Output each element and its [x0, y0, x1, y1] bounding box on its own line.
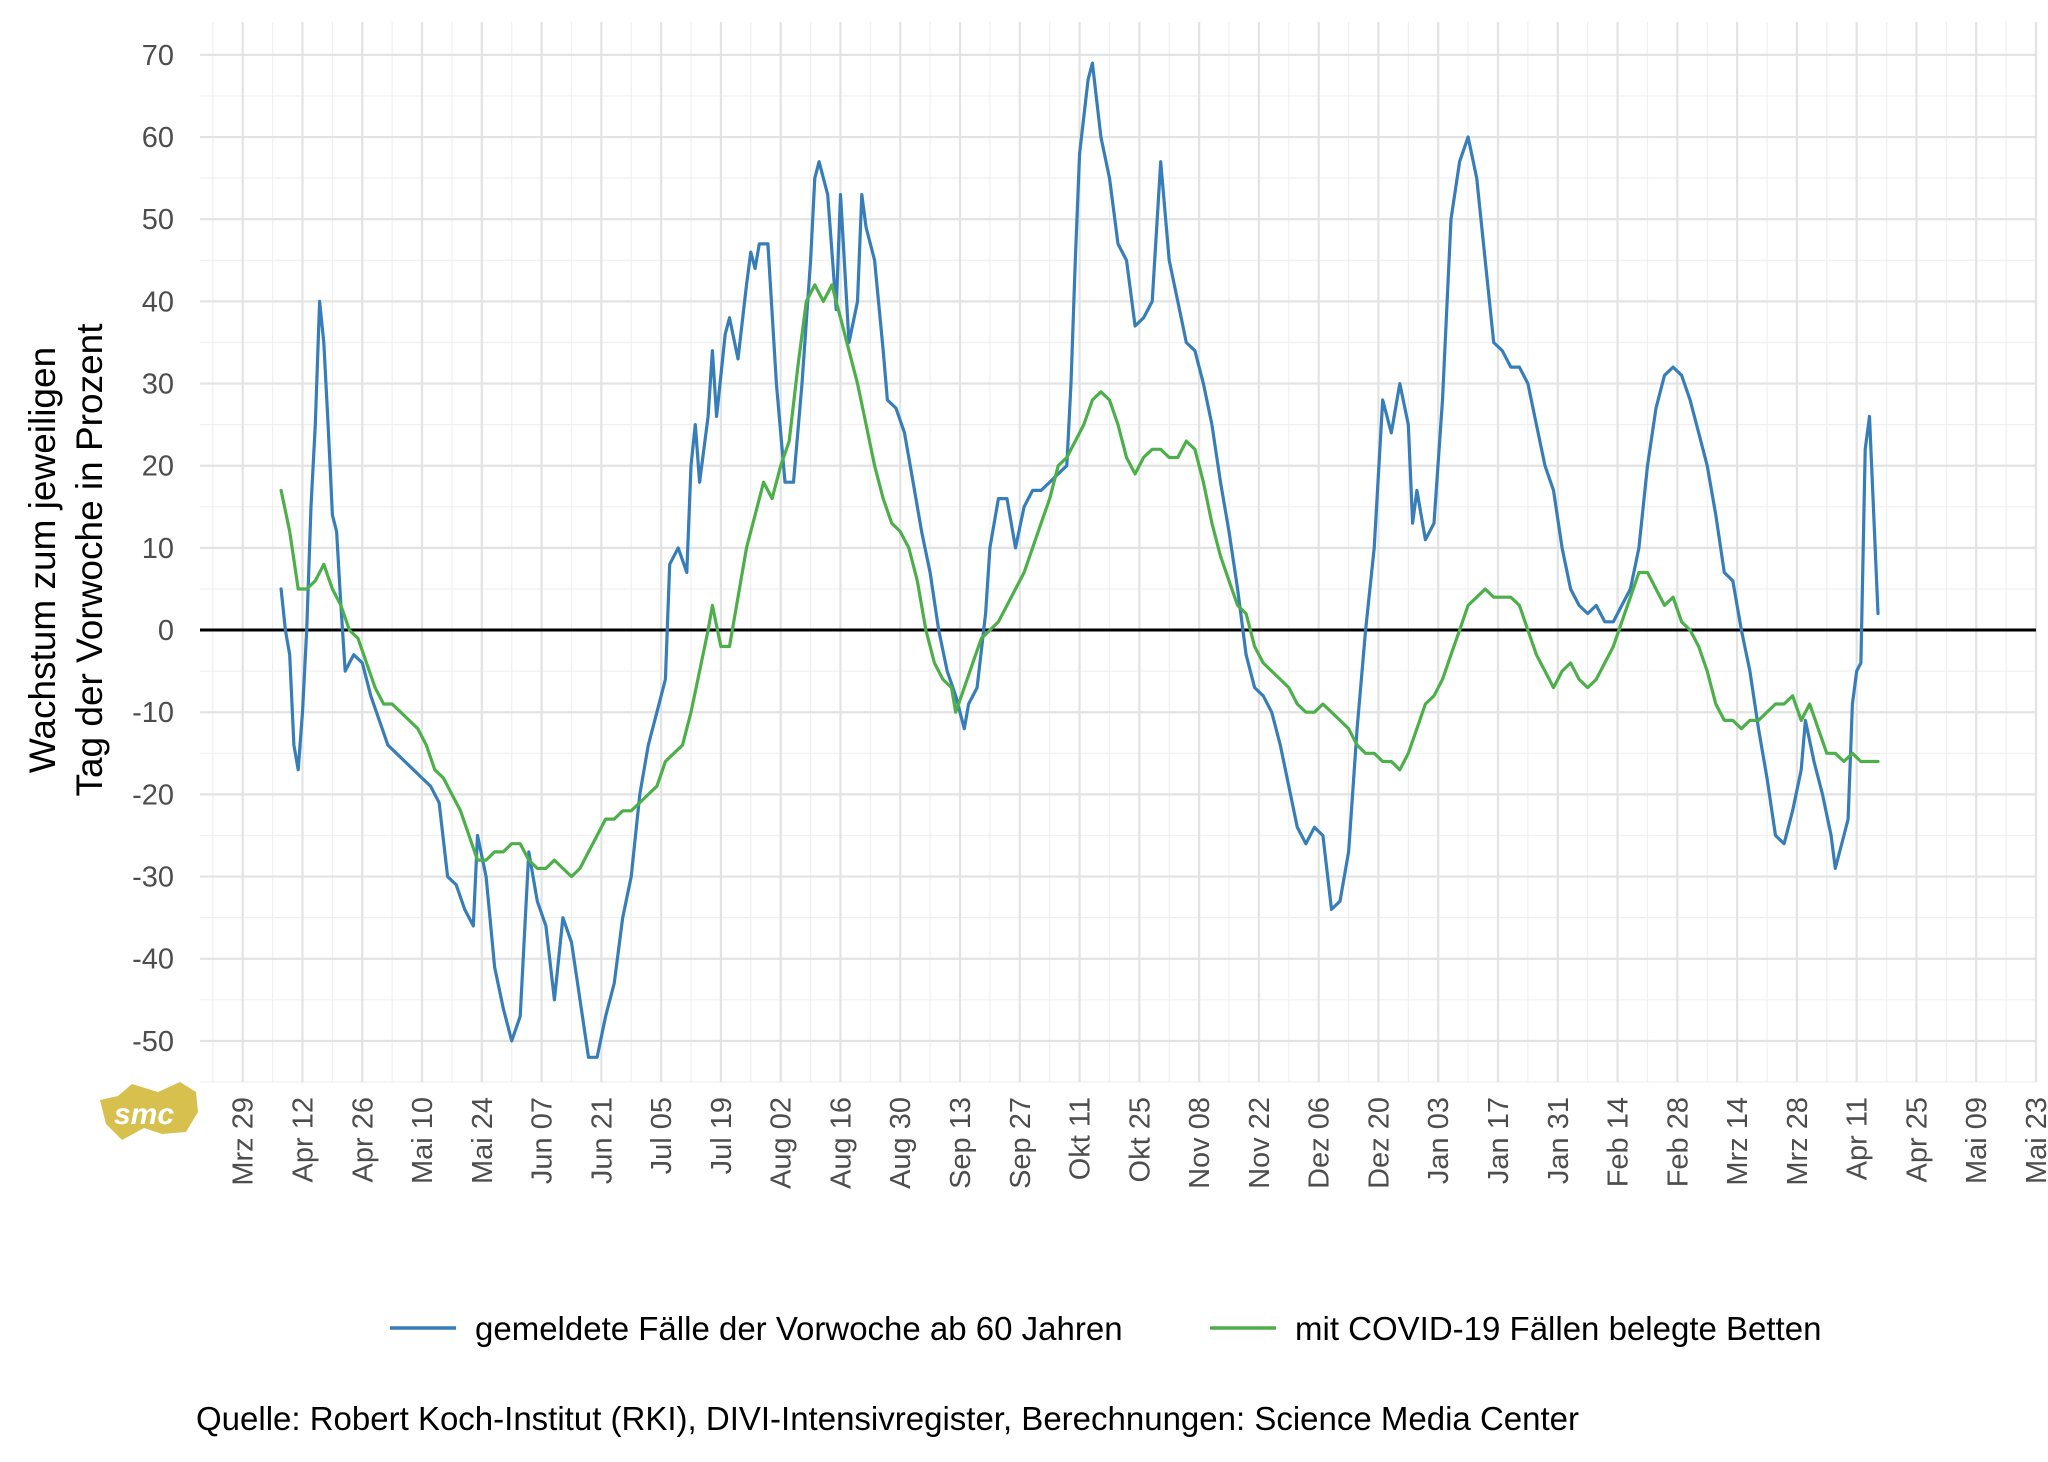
series-lines	[279, 61, 1880, 1059]
legend: gemeldete Fälle der Vorwoche ab 60 Jahre…	[390, 1310, 1821, 1347]
x-tick-label: Apr 25	[1901, 1097, 1933, 1182]
y-tick-label: -40	[132, 944, 174, 976]
x-tick-label: Nov 08	[1184, 1097, 1216, 1189]
x-tick-label: Jan 17	[1483, 1097, 1515, 1184]
x-tick-label: Apr 11	[1842, 1097, 1874, 1180]
series-line-cases	[279, 61, 1880, 1059]
y-axis-title-line-2: Tag der Vorwoche in Prozent	[69, 323, 110, 797]
x-tick-label: Aug 30	[885, 1097, 917, 1189]
y-axis-tick-labels: 70 60 50 40 30 20 10 0 -10 -20 -30 -40 -50	[132, 40, 174, 1058]
x-tick-label: Dez 06	[1304, 1097, 1336, 1189]
x-tick-label: Okt 25	[1124, 1097, 1156, 1182]
x-tick-label: Nov 22	[1244, 1097, 1276, 1189]
x-tick-label: Mrz 29	[228, 1097, 260, 1186]
legend-label-cases: gemeldete Fälle der Vorwoche ab 60 Jahre…	[475, 1310, 1123, 1347]
x-tick-label: Jan 03	[1423, 1097, 1455, 1184]
smc-logo: smc	[100, 1082, 198, 1140]
y-tick-label: 60	[142, 122, 174, 154]
x-tick-label: Jul 19	[706, 1097, 738, 1174]
y-tick-label: 0	[158, 615, 174, 647]
x-tick-label: Mai 10	[407, 1097, 439, 1184]
x-tick-label: Sep 13	[945, 1097, 977, 1189]
y-tick-label: 70	[142, 40, 174, 72]
x-tick-label: Apr 26	[347, 1097, 379, 1182]
y-tick-label: 30	[142, 369, 174, 401]
y-tick-label: -20	[132, 779, 174, 811]
y-axis-title-line-1: Wachstum zum jeweiligen	[22, 347, 63, 773]
y-tick-label: -30	[132, 862, 174, 894]
x-tick-label: Aug 02	[766, 1097, 798, 1189]
x-tick-label: Jan 31	[1543, 1097, 1575, 1184]
smc-logo-text: smc	[114, 1098, 174, 1131]
x-tick-label: Jul 05	[646, 1097, 678, 1174]
legend-label-beds: mit COVID-19 Fällen belegte Betten	[1295, 1310, 1821, 1347]
x-axis-tick-labels: Mrz 29 Apr 12 Apr 26 Mai 10 Mai 24 Jun 07 Jun …	[228, 1097, 2048, 1189]
x-tick-label: Mrz 14	[1722, 1097, 1754, 1186]
x-tick-label: Apr 12	[287, 1097, 319, 1182]
x-tick-label: Feb 28	[1662, 1097, 1694, 1187]
y-tick-label: 10	[142, 533, 174, 565]
x-tick-label: Mai 23	[2021, 1097, 2048, 1184]
y-tick-label: 50	[142, 204, 174, 236]
x-tick-label: Mai 24	[467, 1097, 499, 1184]
x-tick-label: Okt 11	[1065, 1097, 1097, 1180]
y-tick-label: -50	[132, 1026, 174, 1058]
smc-logo-shape	[100, 1082, 198, 1140]
x-tick-label: Dez 20	[1363, 1097, 1395, 1189]
y-tick-label: 20	[142, 451, 174, 483]
x-tick-label: Mai 09	[1961, 1097, 1993, 1184]
x-tick-label: Jun 07	[527, 1097, 559, 1184]
x-tick-label: Aug 16	[825, 1097, 857, 1189]
minor-gridlines	[200, 22, 2036, 1083]
x-tick-label: Feb 14	[1603, 1097, 1635, 1187]
series-line-beds	[279, 283, 1880, 879]
x-tick-label: Mrz 28	[1782, 1097, 1814, 1186]
source-caption: Quelle: Robert Koch-Institut (RKI), DIVI…	[196, 1400, 1579, 1437]
x-tick-label: Jun 21	[586, 1097, 618, 1184]
x-tick-label: Sep 27	[1005, 1097, 1037, 1189]
y-tick-label: 40	[142, 286, 174, 318]
y-tick-label: -10	[132, 697, 174, 729]
